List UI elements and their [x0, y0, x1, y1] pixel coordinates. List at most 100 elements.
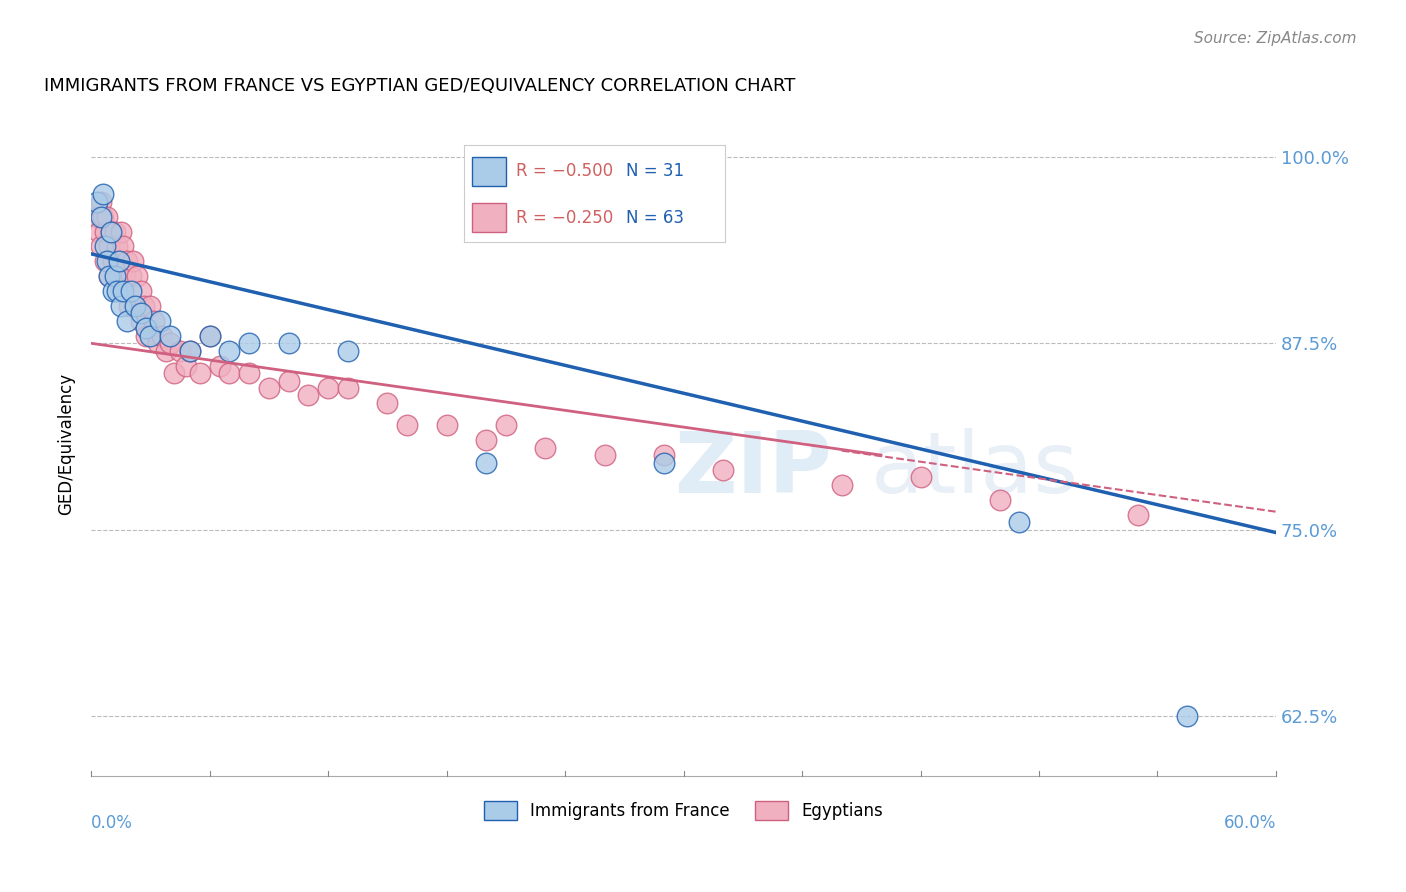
Point — [179, 343, 201, 358]
Point — [110, 284, 132, 298]
Point — [218, 366, 240, 380]
Point — [87, 225, 110, 239]
Point — [336, 381, 359, 395]
Point — [139, 299, 162, 313]
Point — [593, 448, 616, 462]
Point — [238, 366, 260, 380]
Point — [257, 381, 280, 395]
Point — [155, 343, 177, 358]
Point — [169, 343, 191, 358]
Point — [163, 366, 186, 380]
Point — [396, 418, 419, 433]
Point — [129, 306, 152, 320]
Point — [159, 336, 181, 351]
Point — [91, 187, 114, 202]
Point — [101, 284, 124, 298]
Point — [198, 328, 221, 343]
Point — [436, 418, 458, 433]
Point — [94, 254, 117, 268]
Point — [277, 336, 299, 351]
Point — [105, 284, 128, 298]
Point — [135, 321, 157, 335]
Text: Source: ZipAtlas.com: Source: ZipAtlas.com — [1194, 31, 1357, 46]
Point — [336, 343, 359, 358]
Point — [104, 269, 127, 284]
Text: 0.0%: 0.0% — [91, 814, 134, 832]
Point — [100, 225, 122, 239]
Point — [104, 269, 127, 284]
Point — [105, 239, 128, 253]
Point — [495, 418, 517, 433]
Point — [97, 269, 120, 284]
Point — [143, 314, 166, 328]
Point — [174, 359, 197, 373]
Point — [86, 210, 108, 224]
Point — [96, 210, 118, 224]
Point — [124, 299, 146, 313]
Point — [150, 328, 173, 343]
Point — [97, 269, 120, 284]
Point — [198, 328, 221, 343]
Point — [121, 254, 143, 268]
Point — [179, 343, 201, 358]
Point — [96, 254, 118, 268]
Point — [110, 299, 132, 313]
Y-axis label: GED/Equivalency: GED/Equivalency — [58, 373, 75, 515]
Point — [188, 366, 211, 380]
Point — [114, 269, 136, 284]
Point — [90, 210, 112, 224]
Point — [111, 284, 134, 298]
Point — [129, 314, 152, 328]
Point — [139, 328, 162, 343]
Point — [377, 396, 399, 410]
Text: 60.0%: 60.0% — [1223, 814, 1277, 832]
Point — [124, 299, 146, 313]
Point — [120, 269, 142, 284]
Point — [91, 210, 114, 224]
Point — [148, 336, 170, 351]
Point — [135, 328, 157, 343]
Point — [110, 225, 132, 239]
Point — [101, 254, 124, 268]
Text: IMMIGRANTS FROM FRANCE VS EGYPTIAN GED/EQUIVALENCY CORRELATION CHART: IMMIGRANTS FROM FRANCE VS EGYPTIAN GED/E… — [44, 78, 796, 95]
Point — [94, 239, 117, 253]
Point — [118, 299, 141, 313]
Point — [910, 470, 932, 484]
Point — [115, 314, 138, 328]
Point — [125, 269, 148, 284]
Point — [107, 254, 129, 268]
Point — [316, 381, 339, 395]
Point — [100, 225, 122, 239]
Point — [90, 239, 112, 253]
Point — [652, 456, 675, 470]
Point — [104, 225, 127, 239]
Point — [115, 254, 138, 268]
Point — [711, 463, 734, 477]
Point — [652, 448, 675, 462]
Point — [475, 433, 498, 447]
Point — [534, 441, 557, 455]
Text: ZIP: ZIP — [673, 428, 831, 511]
Point — [107, 254, 129, 268]
Point — [1008, 515, 1031, 529]
Text: atlas: atlas — [872, 428, 1080, 511]
Point — [297, 388, 319, 402]
Legend: Immigrants from France, Egyptians: Immigrants from France, Egyptians — [477, 794, 890, 827]
Point — [1175, 709, 1198, 723]
Point — [129, 284, 152, 298]
Point — [831, 478, 853, 492]
Point — [208, 359, 231, 373]
Point — [475, 456, 498, 470]
Point — [111, 239, 134, 253]
Point — [988, 492, 1011, 507]
Point — [90, 194, 112, 209]
Point — [86, 194, 108, 209]
Point — [238, 336, 260, 351]
Point — [97, 239, 120, 253]
Point — [149, 314, 172, 328]
Point — [120, 284, 142, 298]
Point — [134, 299, 156, 313]
Point — [94, 225, 117, 239]
Point — [1126, 508, 1149, 522]
Point — [159, 328, 181, 343]
